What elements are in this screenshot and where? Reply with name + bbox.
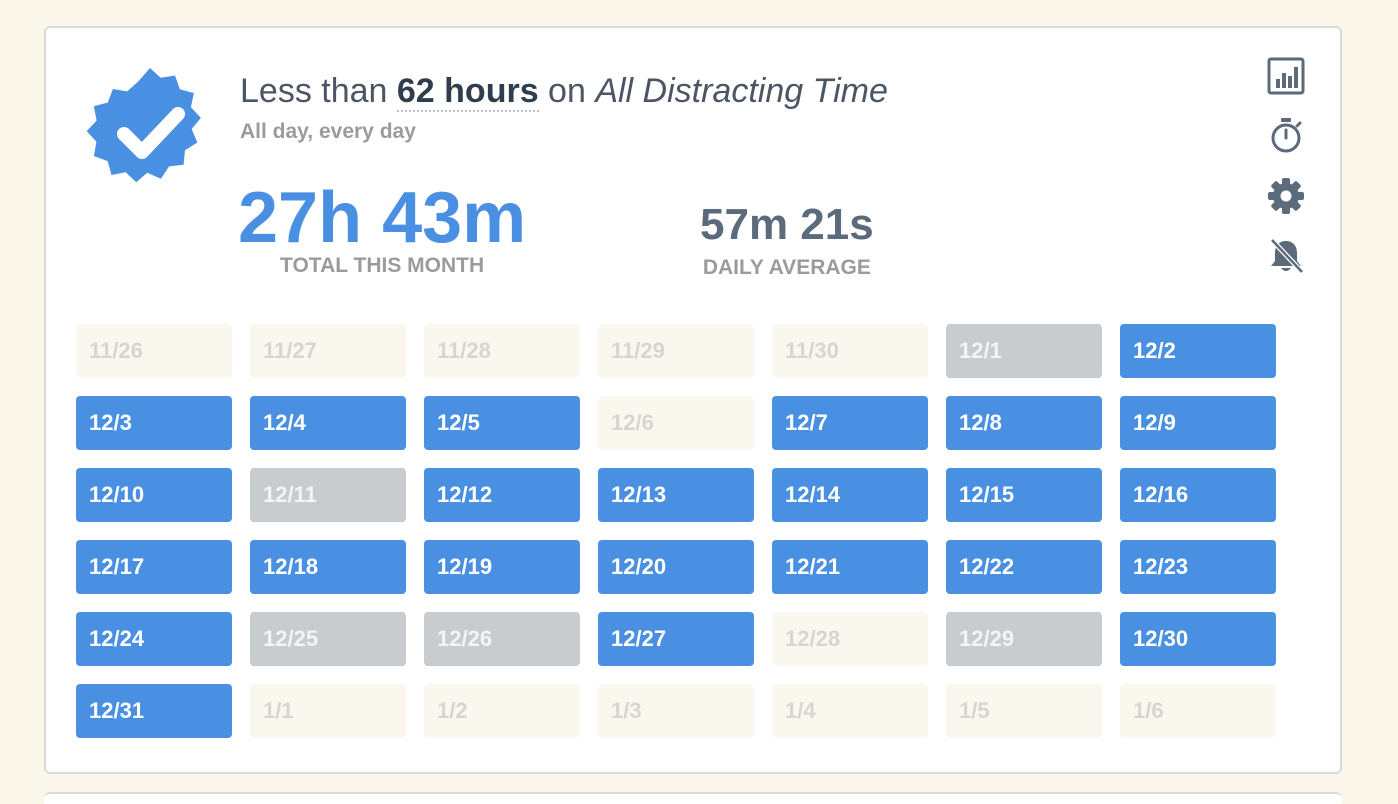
bell-off-icon[interactable] bbox=[1264, 234, 1308, 278]
day-tile-12-7[interactable]: 12/7 bbox=[772, 396, 928, 450]
day-tile-12-14[interactable]: 12/14 bbox=[772, 468, 928, 522]
day-tile-12-24[interactable]: 12/24 bbox=[76, 612, 232, 666]
day-tile-12-19[interactable]: 12/19 bbox=[424, 540, 580, 594]
day-tile-1-3[interactable]: 1/3 bbox=[598, 684, 754, 738]
day-tile-11-29[interactable]: 11/29 bbox=[598, 324, 754, 378]
total-label: TOTAL THIS MONTH bbox=[280, 254, 485, 277]
average-stat: 57m 21s DAILY AVERAGE bbox=[700, 198, 874, 280]
goal-title: Less than 62 hours on All Distracting Ti… bbox=[240, 72, 888, 112]
day-tile-12-25[interactable]: 12/25 bbox=[250, 612, 406, 666]
day-tile-12-20[interactable]: 12/20 bbox=[598, 540, 754, 594]
day-tile-12-28[interactable]: 12/28 bbox=[772, 612, 928, 666]
day-tile-12-12[interactable]: 12/12 bbox=[424, 468, 580, 522]
day-tile-12-11[interactable]: 12/11 bbox=[250, 468, 406, 522]
day-tile-12-17[interactable]: 12/17 bbox=[76, 540, 232, 594]
average-value: 57m 21s bbox=[700, 200, 874, 249]
day-tile-12-8[interactable]: 12/8 bbox=[946, 396, 1102, 450]
gear-icon[interactable] bbox=[1264, 174, 1308, 218]
goal-title-prefix: Less than bbox=[240, 72, 397, 110]
day-tile-12-15[interactable]: 12/15 bbox=[946, 468, 1102, 522]
day-tile-12-22[interactable]: 12/22 bbox=[946, 540, 1102, 594]
day-tile-1-5[interactable]: 1/5 bbox=[946, 684, 1102, 738]
day-tile-12-9[interactable]: 12/9 bbox=[1120, 396, 1276, 450]
average-label: DAILY AVERAGE bbox=[702, 256, 871, 279]
day-tile-12-4[interactable]: 12/4 bbox=[250, 396, 406, 450]
day-tile-12-30[interactable]: 12/30 bbox=[1120, 612, 1276, 666]
verified-check-badge-icon bbox=[86, 68, 201, 183]
day-tile-12-23[interactable]: 12/23 bbox=[1120, 540, 1276, 594]
day-tile-1-2[interactable]: 1/2 bbox=[424, 684, 580, 738]
goal-amount[interactable]: 62 hours bbox=[396, 72, 539, 112]
day-tile-12-2[interactable]: 12/2 bbox=[1120, 324, 1276, 378]
day-tile-12-29[interactable]: 12/29 bbox=[946, 612, 1102, 666]
day-tile-12-13[interactable]: 12/13 bbox=[598, 468, 754, 522]
day-tile-12-16[interactable]: 12/16 bbox=[1120, 468, 1276, 522]
day-tile-12-6[interactable]: 12/6 bbox=[598, 396, 754, 450]
day-tile-12-27[interactable]: 12/27 bbox=[598, 612, 754, 666]
day-tile-12-21[interactable]: 12/21 bbox=[772, 540, 928, 594]
day-tile-1-1[interactable]: 1/1 bbox=[250, 684, 406, 738]
day-tile-11-27[interactable]: 11/27 bbox=[250, 324, 406, 378]
day-tile-11-26[interactable]: 11/26 bbox=[76, 324, 232, 378]
day-tile-1-4[interactable]: 1/4 bbox=[772, 684, 928, 738]
total-stat: 27h 43m TOTAL THIS MONTH bbox=[238, 178, 526, 278]
days-calendar: 11/26 11/27 11/28 11/29 11/30 12/1 12/2 12/3 12/… bbox=[76, 324, 1276, 738]
day-tile-12-26[interactable]: 12/26 bbox=[424, 612, 580, 666]
day-tile-12-1[interactable]: 12/1 bbox=[946, 324, 1102, 378]
stopwatch-icon[interactable] bbox=[1264, 114, 1308, 158]
goal-title-middle: on bbox=[538, 72, 596, 110]
day-tile-11-28[interactable]: 11/28 bbox=[424, 324, 580, 378]
day-tile-12-5[interactable]: 12/5 bbox=[424, 396, 580, 450]
day-tile-12-18[interactable]: 12/18 bbox=[250, 540, 406, 594]
goal-actions bbox=[1264, 54, 1312, 294]
goal-category: All Distracting Time bbox=[595, 72, 888, 110]
total-value: 27h 43m bbox=[238, 178, 527, 258]
day-tile-12-10[interactable]: 12/10 bbox=[76, 468, 232, 522]
chart-icon[interactable] bbox=[1264, 54, 1308, 98]
day-tile-11-30[interactable]: 11/30 bbox=[772, 324, 928, 378]
day-tile-12-3[interactable]: 12/3 bbox=[76, 396, 232, 450]
day-tile-1-6[interactable]: 1/6 bbox=[1120, 684, 1276, 738]
next-goal-card bbox=[44, 792, 1342, 804]
goal-schedule: All day, every day bbox=[240, 120, 416, 143]
goal-card: Less than 62 hours on All Distracting Ti… bbox=[44, 26, 1342, 774]
day-tile-12-31[interactable]: 12/31 bbox=[76, 684, 232, 738]
